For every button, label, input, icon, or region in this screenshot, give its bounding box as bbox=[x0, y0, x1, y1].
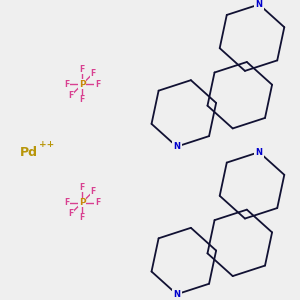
Text: Pd: Pd bbox=[20, 146, 38, 159]
Text: P: P bbox=[79, 80, 86, 89]
Text: F: F bbox=[64, 198, 69, 207]
Text: F: F bbox=[91, 69, 96, 78]
Text: F: F bbox=[80, 95, 85, 104]
Text: N: N bbox=[256, 0, 262, 9]
Text: F: F bbox=[68, 91, 74, 100]
Text: F: F bbox=[80, 183, 85, 192]
Text: F: F bbox=[91, 187, 96, 196]
Text: P: P bbox=[79, 198, 86, 207]
Text: F: F bbox=[95, 198, 100, 207]
Text: N: N bbox=[256, 148, 262, 157]
Text: F: F bbox=[64, 80, 69, 89]
Text: F: F bbox=[80, 213, 85, 222]
Text: F: F bbox=[95, 80, 100, 89]
Text: F: F bbox=[80, 64, 85, 74]
Text: F: F bbox=[68, 209, 74, 218]
Text: N: N bbox=[173, 290, 180, 299]
Text: N: N bbox=[173, 142, 180, 151]
Text: ++: ++ bbox=[39, 140, 54, 149]
